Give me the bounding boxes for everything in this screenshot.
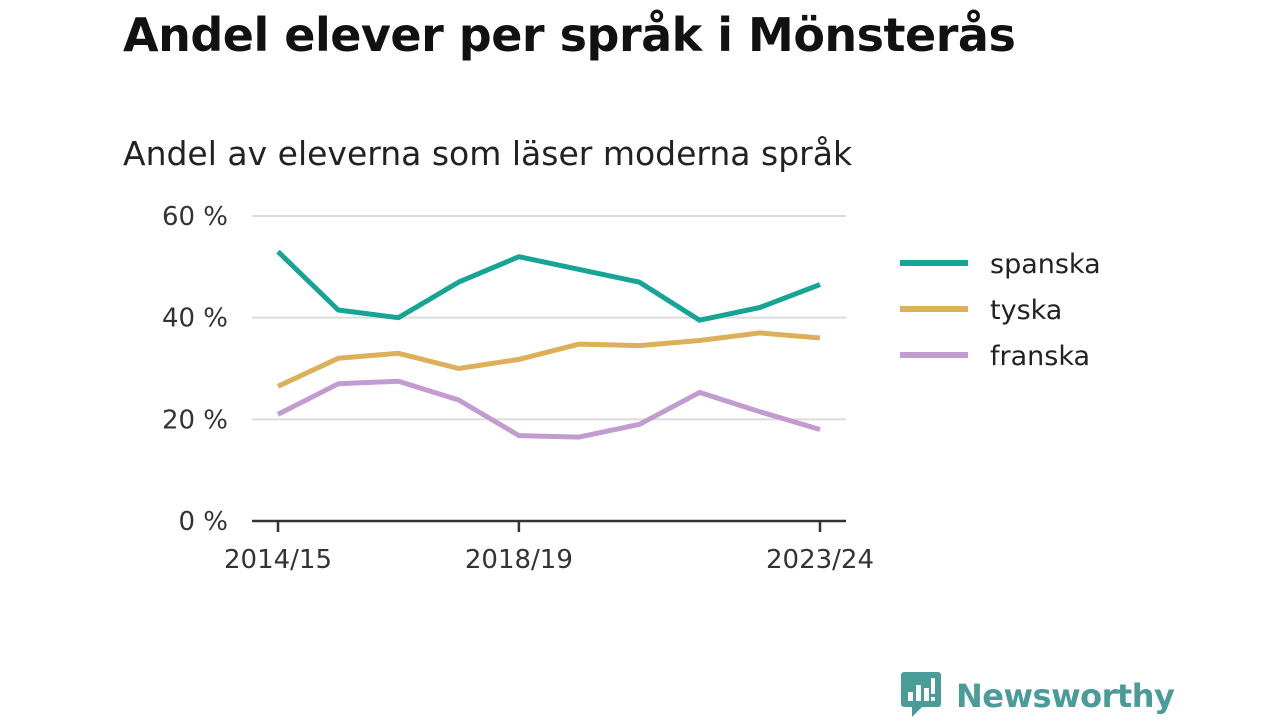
brand-name: Newsworthy <box>956 677 1175 715</box>
x-axis: 2014/15 2018/19 2023/24 <box>224 519 874 575</box>
y-tick-label: 20 % <box>162 405 228 435</box>
x-tick-label: 2018/19 <box>465 545 573 575</box>
x-tick-label: 2014/15 <box>224 545 332 575</box>
legend-label-spanska: spanska <box>990 249 1101 280</box>
series-line-tyska <box>276 330 821 389</box>
chart-title: Andel elever per språk i Mönsterås <box>123 8 1016 62</box>
series-line-spanska <box>276 249 821 323</box>
gridlines: 0 % 20 % 40 % 60 % <box>162 202 846 537</box>
y-tick-label: 60 % <box>162 202 228 232</box>
newsworthy-logo-icon <box>900 670 942 722</box>
x-tick-label: 2023/24 <box>766 545 874 575</box>
legend: spanska tyska franska <box>900 249 1101 372</box>
chart-subtitle: Andel av eleverna som läser moderna språ… <box>123 134 853 173</box>
series-line-franska <box>276 378 821 440</box>
y-tick-label: 40 % <box>162 304 228 334</box>
brand-logo: Newsworthy <box>900 670 1175 722</box>
y-tick-label: 0 % <box>178 507 228 537</box>
legend-label-franska: franska <box>990 341 1090 372</box>
legend-label-tyska: tyska <box>990 295 1062 326</box>
series-lines <box>276 249 821 440</box>
